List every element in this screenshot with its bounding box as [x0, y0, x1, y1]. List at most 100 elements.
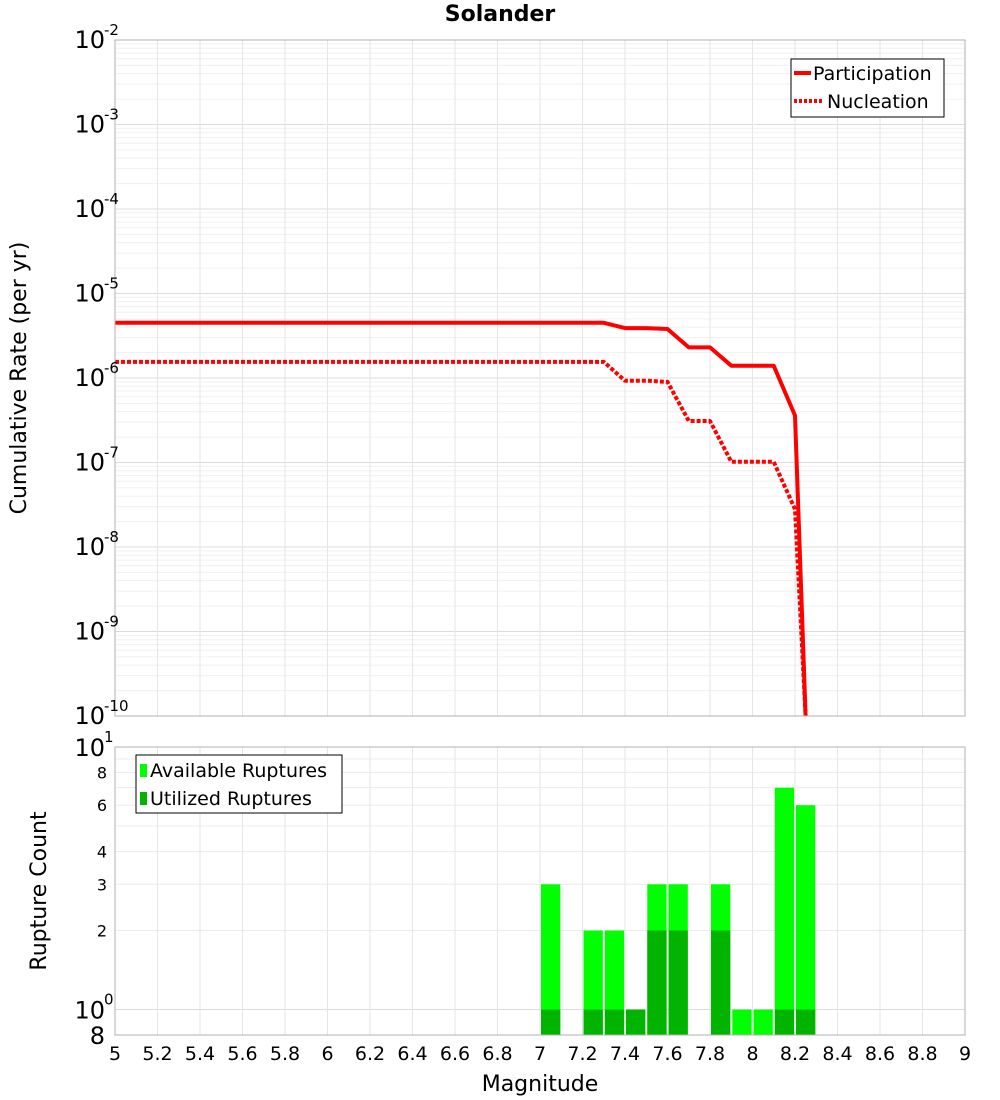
- nucleation-line: [115, 359, 808, 716]
- available-rupture-bar: [753, 1009, 773, 1035]
- x-tick-label: 8.2: [780, 1043, 810, 1065]
- available-rupture-bar: [732, 1009, 752, 1035]
- rate-y-tick: 10 -7: [74, 444, 119, 477]
- x-tick-label: 9: [959, 1043, 971, 1065]
- x-tick-label: 6.8: [482, 1043, 512, 1065]
- rate-y-tick-base: 10: [74, 618, 105, 646]
- utilized-rupture-bar: [774, 1009, 795, 1035]
- count-y-tick: 8: [90, 1022, 105, 1050]
- utilized-rupture-bar: [711, 930, 731, 1035]
- rate-y-tick: 10 -3: [74, 106, 119, 139]
- x-tick-label: 8.4: [822, 1043, 852, 1065]
- rate-y-tick-exponent: -3: [104, 106, 119, 124]
- rate-y-tick-exponent: -6: [104, 359, 119, 377]
- utilized-rupture-bar: [668, 930, 688, 1035]
- rate-y-axis-ticks: 10-210-310-410-510-610-710-810-910-10: [74, 21, 128, 730]
- x-tick-label: 5: [109, 1043, 121, 1065]
- magnitude-x-axis-ticks: 5 5.2 5.4 5.6 5.8 6 6.2 6.4 6.6 6.8 7 7.2 7.4 7.6 7.8 8…: [109, 1043, 971, 1065]
- count-y-minor-tick: 8: [97, 763, 107, 782]
- rate-y-tick-exponent: -10: [104, 697, 129, 715]
- x-tick-label: 5.8: [270, 1043, 300, 1065]
- utilized-rupture-bar: [604, 1009, 625, 1035]
- rate-y-tick-base: 10: [74, 195, 105, 223]
- rate-y-tick-exponent: -7: [104, 444, 119, 462]
- utilized-rupture-bar: [583, 1009, 603, 1035]
- count-y-tick-exponent: 0: [104, 991, 114, 1009]
- rate-plot-series: [115, 320, 808, 716]
- rate-y-tick-exponent: -9: [104, 613, 119, 631]
- count-y-axis-label: Rupture Count: [27, 811, 52, 971]
- x-tick-label: 8.8: [907, 1043, 937, 1065]
- x-tick-label: 7.2: [567, 1043, 597, 1065]
- rate-y-tick-exponent: -5: [104, 275, 119, 293]
- count-y-tick: 10 0: [74, 991, 113, 1025]
- x-tick-label: 6.6: [440, 1043, 470, 1065]
- rate-y-axis-label: Cumulative Rate (per yr): [7, 242, 32, 515]
- available-rupture-bar: [541, 884, 561, 1035]
- x-tick-label: 6: [321, 1043, 333, 1065]
- count-y-minor-tick: 2: [97, 922, 107, 941]
- rate-y-tick-base: 10: [74, 280, 105, 308]
- available-rupture-bar: [583, 930, 603, 1035]
- x-tick-label: 7: [534, 1043, 546, 1065]
- x-tick-label: 8: [746, 1043, 758, 1065]
- rate-y-tick-exponent: -4: [104, 190, 119, 208]
- x-tick-label: 8.6: [865, 1043, 895, 1065]
- count-plot-frame: [114, 746, 966, 1036]
- count-y-tick: 10 1: [74, 728, 113, 762]
- available-legend-label: Available Ruptures: [150, 760, 327, 782]
- utilized-rupture-bar: [796, 1009, 816, 1035]
- rate-y-tick-base: 10: [74, 364, 105, 392]
- rate-y-tick: 10 -9: [74, 613, 119, 646]
- rate-legend-box: [790, 58, 945, 118]
- x-tick-label: 6.4: [397, 1043, 427, 1065]
- x-axis-label: Magnitude: [482, 1072, 599, 1097]
- available-legend-swatch: [140, 764, 147, 777]
- utilized-legend-swatch: [140, 792, 147, 805]
- nucleation-legend-label: Nucleation: [827, 91, 929, 113]
- rate-y-tick: 10 -8: [74, 528, 119, 561]
- count-y-tick-base: 10: [74, 997, 105, 1025]
- x-tick-label: 7.6: [652, 1043, 682, 1065]
- rate-y-tick: 10 -5: [74, 275, 119, 308]
- rate-y-tick: 10 -4: [74, 190, 119, 223]
- count-legend-box: [135, 754, 343, 814]
- rate-y-tick-base: 10: [74, 111, 105, 139]
- count-y-minor-tick: 4: [97, 842, 107, 861]
- x-tick-label: 5.4: [185, 1043, 215, 1065]
- rate-y-tick: 10 -10: [74, 697, 128, 730]
- count-y-tick-exponent: 1: [104, 728, 114, 746]
- rate-y-tick: 10 -6: [74, 359, 119, 392]
- available-rupture-bar: [774, 787, 795, 1035]
- rate-y-tick-base: 10: [74, 26, 105, 54]
- chart-title: Solander: [444, 2, 556, 27]
- utilized-rupture-bar: [626, 1009, 646, 1035]
- utilized-legend-label: Utilized Ruptures: [150, 788, 312, 810]
- count-y-tick-base: 10: [74, 734, 105, 762]
- rate-y-tick-exponent: -2: [104, 21, 119, 39]
- rate-y-tick-base: 10: [74, 533, 105, 561]
- rate-plot-grid: [114, 39, 966, 717]
- rate-y-tick-base: 10: [74, 702, 105, 730]
- x-tick-label: 5.6: [227, 1043, 257, 1065]
- rate-legend: Participation Nucleation: [790, 58, 945, 118]
- rate-y-tick: 10 -2: [74, 21, 119, 54]
- participation-legend-label: Participation: [813, 63, 932, 85]
- x-tick-label: 5.2: [142, 1043, 172, 1065]
- rate-y-tick-exponent: -8: [104, 528, 119, 546]
- rate-plot-frame: [114, 39, 966, 717]
- utilized-rupture-bar: [647, 930, 667, 1035]
- available-rupture-bar: [796, 805, 816, 1035]
- participation-line: [115, 320, 808, 716]
- x-tick-label: 6.2: [355, 1043, 385, 1065]
- count-legend: Available Ruptures Utilized Ruptures: [135, 754, 343, 814]
- count-y-tick-base: 8: [90, 1022, 105, 1050]
- count-y-minor-tick: 3: [97, 875, 107, 894]
- count-y-minor-tick: 6: [97, 796, 107, 815]
- utilized-rupture-bar: [541, 1009, 561, 1035]
- available-rupture-bar: [604, 930, 625, 1035]
- x-tick-label: 7.4: [610, 1043, 640, 1065]
- count-plot-bars: [541, 787, 816, 1035]
